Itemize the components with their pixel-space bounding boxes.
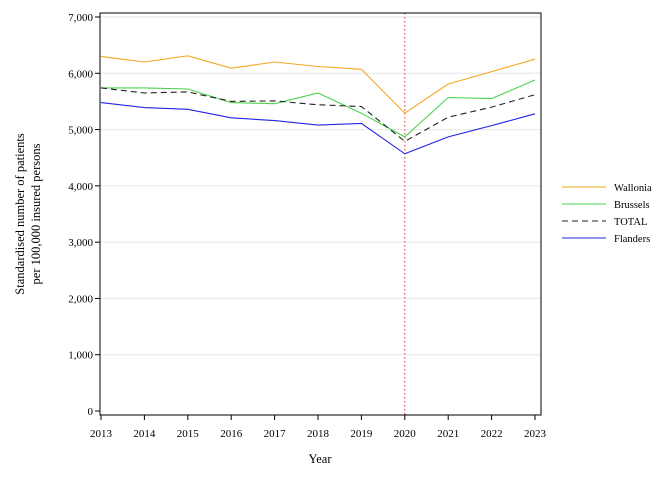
- y-tick-label: 3,000: [68, 237, 93, 249]
- y-tick-label: 0: [88, 406, 94, 418]
- y-axis-title-line-1: Standardised number of patients: [13, 133, 27, 295]
- series-layer: [100, 55, 536, 155]
- x-tick-label: 2017: [264, 428, 287, 440]
- y-tick-label: 2,000: [68, 293, 93, 305]
- plot-area-frame: [99, 12, 542, 416]
- legend-label-brussels: Brussels: [614, 200, 650, 211]
- series-line-wallonia: [100, 55, 536, 114]
- x-tick-label: 2022: [481, 428, 503, 440]
- x-tick-label: 2020: [394, 428, 417, 440]
- y-tick-label: 5,000: [68, 125, 93, 137]
- legend-label-total: TOTAL: [614, 217, 647, 228]
- x-tick-label: 2021: [437, 428, 459, 440]
- x-tick-label: 2014: [133, 428, 156, 440]
- y-tick-label: 7,000: [68, 12, 93, 24]
- x-axis-title: Year: [308, 452, 332, 466]
- series-line-flanders: [100, 102, 536, 155]
- x-tick-label: 2023: [524, 428, 547, 440]
- axes: 0 1,000 2,000 3,000 4,000 5,000 6,000 7,000 2013…: [68, 12, 546, 440]
- gridlines: [100, 16, 541, 356]
- y-tick-label: 6,000: [68, 68, 93, 80]
- x-tick-label: 2015: [177, 428, 200, 440]
- x-tick-label: 2019: [350, 428, 373, 440]
- y-axis-title-line-2: per 100,000 insured persons: [29, 143, 43, 284]
- x-tick-label: 2016: [220, 428, 243, 440]
- y-axis-title: Standardised number of patients per 100,…: [13, 133, 43, 295]
- x-tick-label: 2013: [90, 428, 113, 440]
- y-tick-label: 1,000: [68, 350, 93, 362]
- legend: Wallonia Brussels TOTAL Flanders: [562, 183, 652, 245]
- legend-label-wallonia: Wallonia: [614, 183, 652, 194]
- x-tick-label: 2018: [307, 428, 330, 440]
- series-line-brussels: [101, 79, 536, 138]
- series-line-total: [100, 87, 536, 143]
- y-tick-label: 4,000: [68, 181, 93, 193]
- legend-label-flanders: Flanders: [614, 234, 650, 245]
